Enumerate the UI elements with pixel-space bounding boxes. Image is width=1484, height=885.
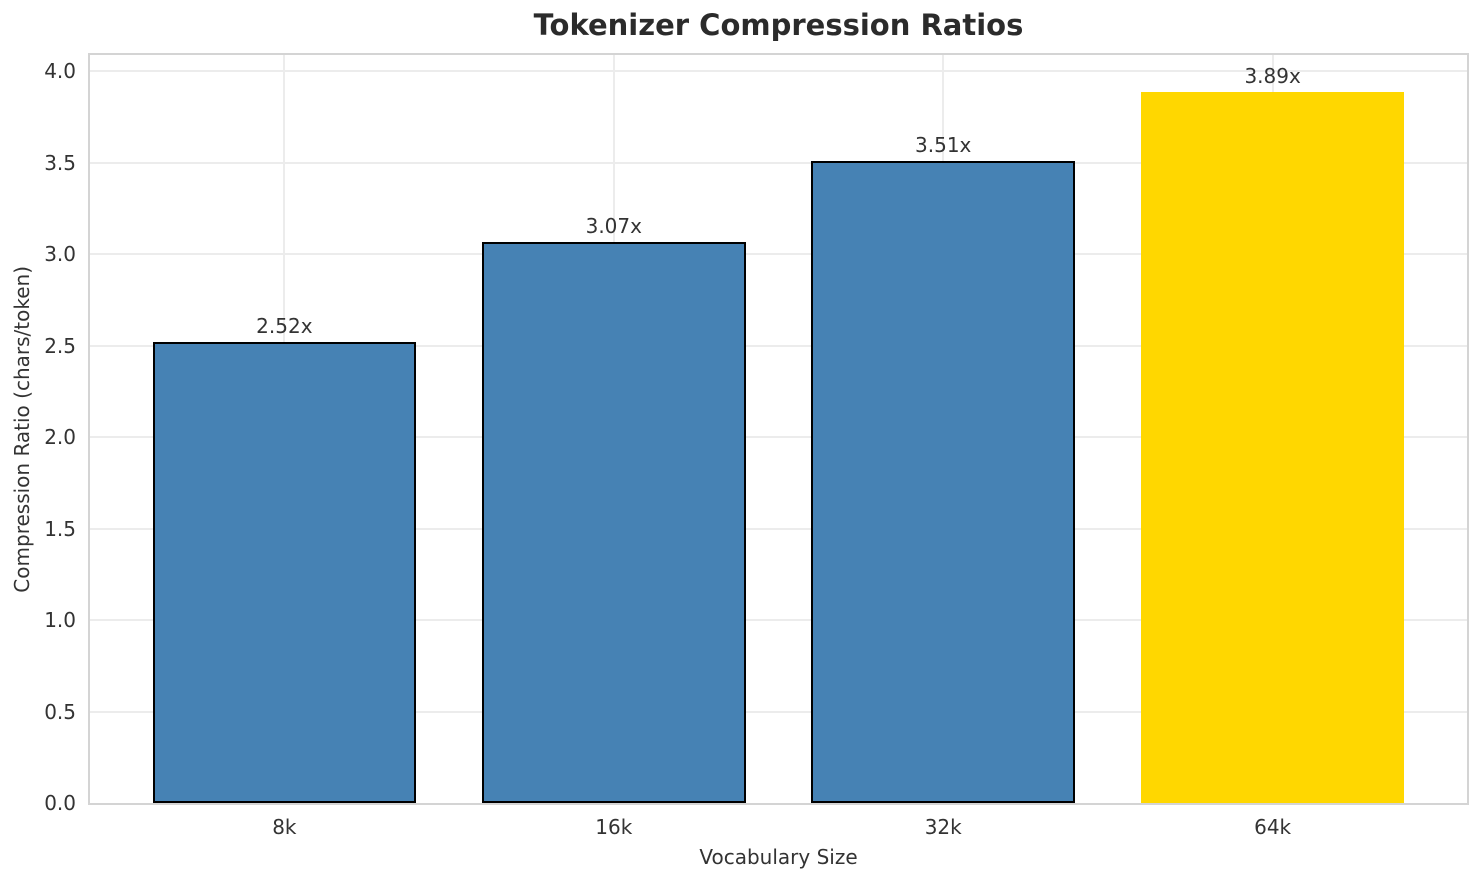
y-tick-label: 3.0 — [44, 242, 76, 267]
x-axis-label: Vocabulary Size — [699, 845, 858, 869]
bar-value-label: 3.07x — [585, 213, 642, 238]
bar-value-label: 3.51x — [915, 133, 972, 158]
x-tick-label-64k: 64k — [1254, 815, 1292, 839]
y-tick-label: 3.5 — [44, 150, 76, 175]
y-tick-label: 0.0 — [44, 791, 76, 815]
x-tick-label-32k: 32k — [924, 815, 962, 839]
y-gridline — [90, 527, 1467, 530]
y-gridline — [90, 344, 1467, 347]
bar-value-label: 3.89x — [1244, 63, 1301, 88]
plot-area: 2.52x 3.07x 3.51x 3.89x — [88, 53, 1469, 805]
y-tick-label: 1.5 — [44, 516, 76, 541]
bar-8k — [152, 342, 417, 803]
y-tick-label: 1.0 — [44, 608, 76, 633]
y-gridline — [90, 161, 1467, 164]
y-tick-label: 4.0 — [44, 59, 76, 84]
y-tick-label: 0.5 — [44, 699, 76, 724]
bar-value-label: 2.52x — [256, 314, 313, 339]
y-gridline — [90, 619, 1467, 622]
y-tick-label: 2.0 — [44, 425, 76, 450]
y-gridline — [90, 710, 1467, 713]
y-tick-label: 2.5 — [44, 333, 76, 358]
y-gridline — [90, 70, 1467, 73]
x-tick-label-16k: 16k — [595, 815, 633, 839]
x-tick-label-8k: 8k — [272, 815, 297, 839]
y-gridline — [90, 253, 1467, 256]
bar-64k — [1140, 91, 1405, 803]
bar-32k — [811, 161, 1075, 803]
bar-16k — [482, 241, 746, 803]
chart-title: Tokenizer Compression Ratios — [533, 8, 1024, 42]
y-gridline — [90, 436, 1467, 439]
